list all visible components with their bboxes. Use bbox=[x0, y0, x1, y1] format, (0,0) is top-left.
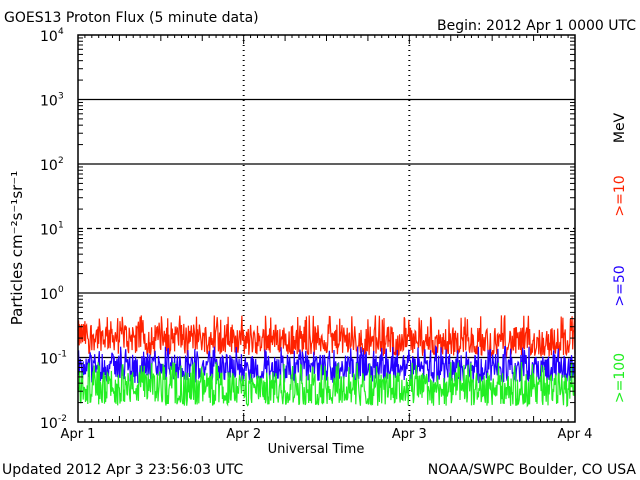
plot-border bbox=[77, 34, 576, 423]
legend-label-3: >=100 bbox=[612, 353, 628, 403]
grid-lines bbox=[78, 35, 575, 422]
y-tick-exponent: 4 bbox=[58, 27, 64, 37]
y-tick-exponent: -2 bbox=[58, 414, 67, 424]
chart-title: GOES13 Proton Flux (5 minute data) bbox=[4, 10, 259, 26]
x-axis-label: Universal Time bbox=[268, 442, 365, 457]
y-tick-label: 10 bbox=[40, 352, 58, 368]
y-tick-exponent: 0 bbox=[58, 285, 64, 295]
series-line-2 bbox=[77, 344, 576, 384]
legend-label-2: >=50 bbox=[612, 265, 628, 306]
x-tick-label: Apr 1 bbox=[61, 427, 96, 442]
source-credit: NOAA/SWPC Boulder, CO USA bbox=[428, 462, 637, 478]
legend-label-1: >=10 bbox=[612, 175, 628, 216]
y-tick-exponent: 3 bbox=[58, 92, 64, 102]
begin-time: Begin: 2012 Apr 1 0000 UTC bbox=[437, 18, 636, 34]
x-tick-label: Apr 4 bbox=[558, 427, 593, 442]
y-tick-label: 10 bbox=[40, 29, 58, 45]
series-layer bbox=[77, 315, 576, 408]
y-axis-label: Particles cm⁻²s⁻¹sr⁻¹ bbox=[8, 171, 26, 325]
legend-unit: MeV bbox=[612, 112, 628, 143]
y-tick-label: 10 bbox=[40, 287, 58, 303]
energy-legend: MeV >=10 >=50 >=100 bbox=[612, 112, 628, 403]
y-tick-exponent: -1 bbox=[58, 350, 67, 360]
x-tick-labels: Apr 1 Apr 2 Apr 3 Apr 4 bbox=[61, 427, 593, 442]
updated-time: Updated 2012 Apr 3 23:56:03 UTC bbox=[2, 462, 243, 478]
y-tick-label: 10 bbox=[40, 158, 58, 174]
series-line-1 bbox=[77, 315, 576, 358]
y-tick-label: 10 bbox=[40, 416, 58, 432]
y-tick-exponent: 1 bbox=[58, 221, 64, 231]
y-tick-exponent: 2 bbox=[58, 156, 64, 166]
x-tick-label: Apr 2 bbox=[226, 427, 261, 442]
y-tick-label: 10 bbox=[40, 94, 58, 110]
y-tick-label: 10 bbox=[40, 223, 58, 239]
plot-frame bbox=[77, 34, 576, 423]
series-line-3 bbox=[77, 361, 576, 408]
x-tick-label: Apr 3 bbox=[392, 427, 427, 442]
